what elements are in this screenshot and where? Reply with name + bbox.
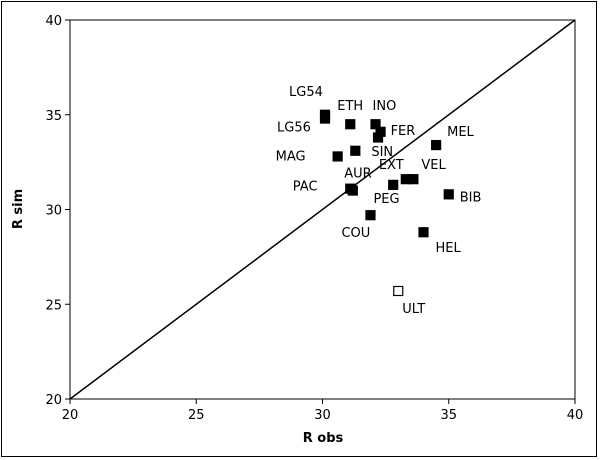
reference-line bbox=[69, 19, 576, 400]
y-tick-label: 25 bbox=[45, 298, 62, 313]
point-label: HEL bbox=[436, 241, 462, 256]
data-points bbox=[319, 109, 454, 297]
point-label: VEL bbox=[421, 158, 446, 173]
x-axis-ticks: 20 25 30 35 40 bbox=[62, 399, 584, 423]
point-label: LG56 bbox=[277, 121, 311, 136]
point-label: SIN bbox=[371, 145, 393, 160]
y-axis-title: R sim bbox=[11, 189, 26, 229]
x-tick-label: 20 bbox=[62, 408, 79, 423]
data-point-marker bbox=[365, 210, 376, 221]
point-label: AUR bbox=[344, 167, 371, 182]
point-label: MAG bbox=[276, 149, 306, 164]
data-point-marker bbox=[418, 227, 429, 238]
point-label: ETH bbox=[337, 99, 363, 114]
data-point-marker bbox=[393, 285, 404, 297]
point-label: COU bbox=[341, 226, 370, 241]
point-label: PEG bbox=[373, 192, 399, 207]
data-point-marker bbox=[332, 151, 343, 162]
data-point-marker bbox=[347, 185, 358, 196]
y-axis-ticks: 20 25 30 35 40 bbox=[45, 14, 70, 408]
data-point-marker bbox=[443, 189, 454, 200]
point-label: EXT bbox=[379, 158, 404, 173]
y-tick-label: 40 bbox=[45, 14, 62, 29]
data-point-marker bbox=[431, 139, 442, 151]
y-tick-label: 35 bbox=[45, 109, 62, 124]
data-point-marker bbox=[319, 113, 331, 124]
point-label: MEL bbox=[447, 125, 474, 140]
point-label: INO bbox=[373, 99, 397, 114]
data-point-marker bbox=[408, 174, 419, 185]
y-tick-label: 20 bbox=[45, 393, 62, 408]
point-labels: LG54 LG56 ETH INO FER SIN MEL MAG AUR EXT VEL BIB PA… bbox=[276, 85, 482, 317]
data-point-marker bbox=[350, 145, 361, 156]
x-tick-label: 25 bbox=[188, 408, 205, 423]
point-label: ULT bbox=[402, 302, 425, 317]
data-point-marker bbox=[345, 119, 356, 130]
point-label: BIB bbox=[460, 190, 482, 205]
point-label: LG54 bbox=[289, 85, 323, 100]
x-axis-title: R obs bbox=[303, 431, 344, 446]
point-label: FER bbox=[391, 124, 416, 139]
x-tick-label: 40 bbox=[567, 408, 584, 423]
x-tick-label: 30 bbox=[314, 408, 331, 423]
x-tick-label: 35 bbox=[440, 408, 457, 423]
data-point-marker bbox=[372, 132, 384, 143]
y-tick-label: 30 bbox=[45, 204, 62, 219]
data-point-marker bbox=[388, 179, 399, 190]
point-label: PAC bbox=[293, 180, 318, 195]
